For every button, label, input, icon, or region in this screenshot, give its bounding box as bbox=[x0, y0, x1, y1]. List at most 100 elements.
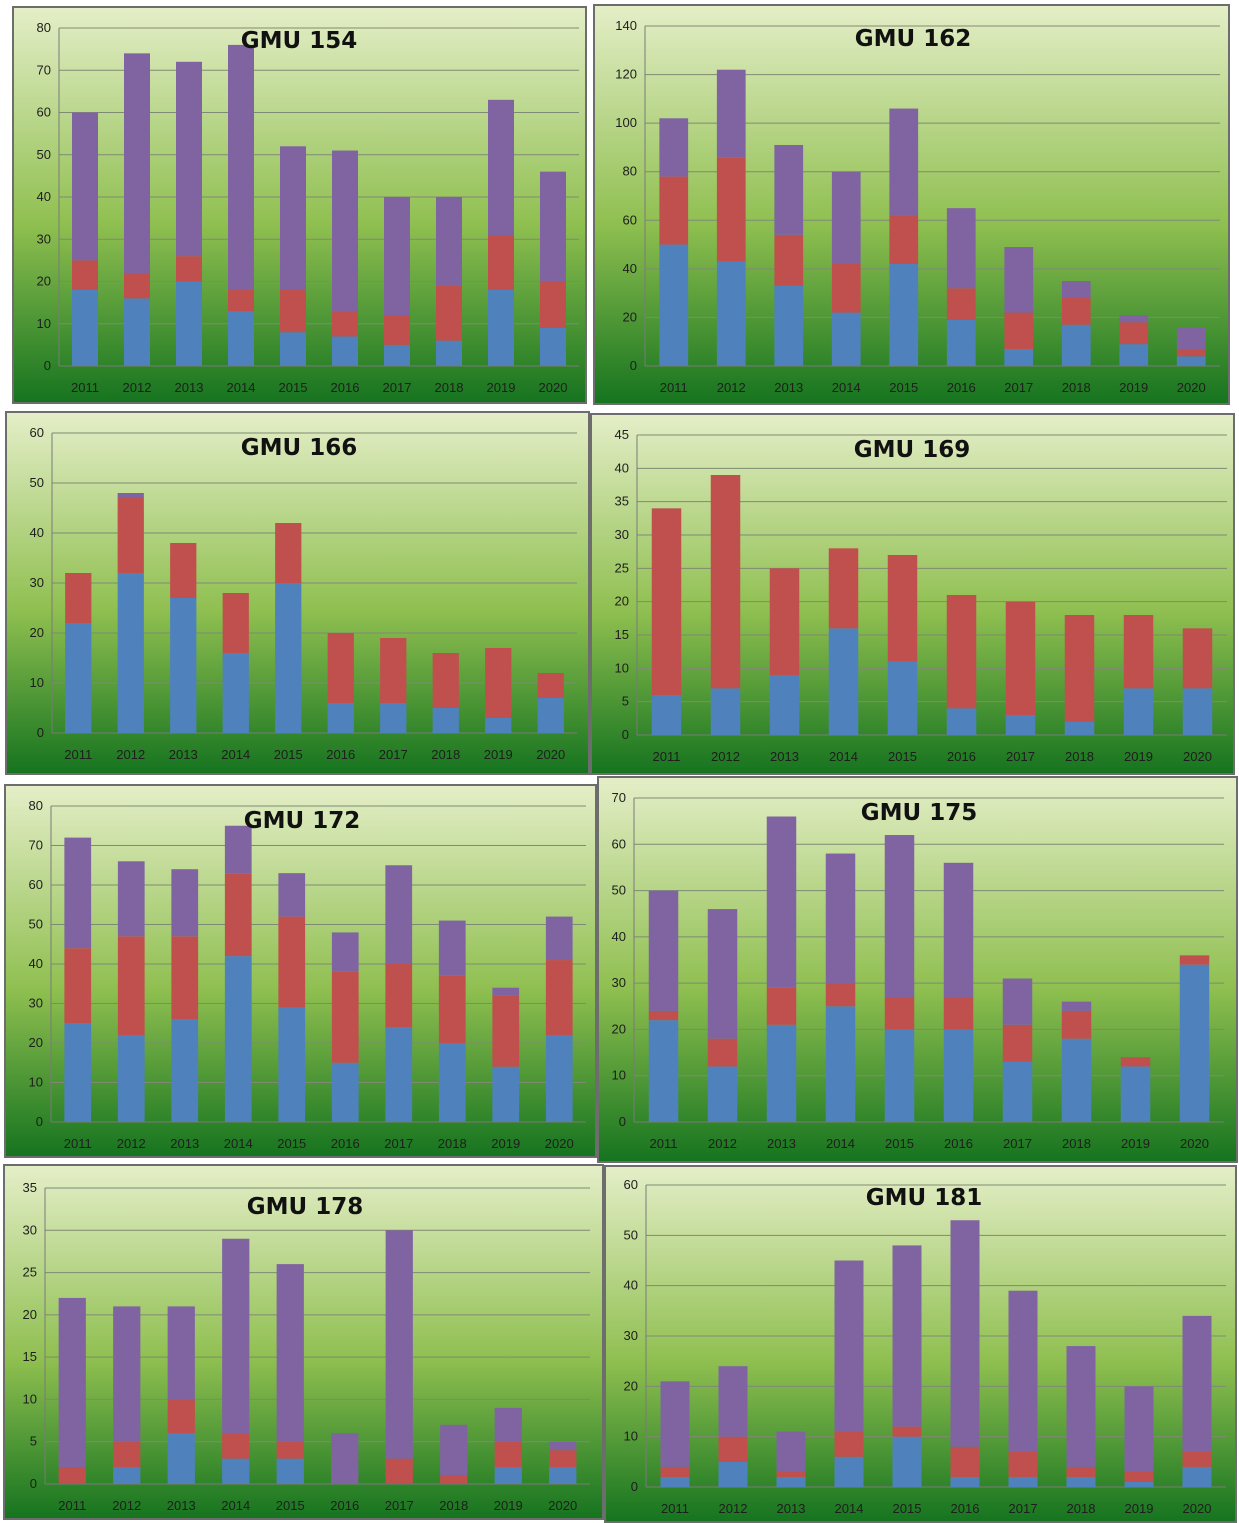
x-tick-label: 2016 bbox=[944, 1136, 973, 1151]
x-tick-label: 2019 bbox=[484, 747, 513, 762]
bar-segment-2013-series-2 bbox=[774, 234, 804, 286]
bar-segment-2018-series-3 bbox=[438, 920, 466, 976]
bar-segment-2011-series-1 bbox=[660, 1476, 690, 1487]
x-tick-label: 2014 bbox=[835, 1501, 864, 1516]
y-tick-label: 70 bbox=[29, 838, 43, 853]
y-tick-label: 50 bbox=[612, 883, 626, 898]
bar-segment-2013-series-1 bbox=[176, 281, 202, 366]
y-tick-label: 20 bbox=[623, 309, 637, 324]
bar-segment-2019-series-3 bbox=[1124, 1386, 1154, 1472]
bar-segment-2016-series-3 bbox=[331, 1433, 359, 1484]
bar-segment-2012-series-3 bbox=[707, 909, 738, 1039]
chart-panel-gmu-178: 0 5 10 15 20 25 30 35 2011 2012 2013 2014 2015 2016 20… bbox=[3, 1164, 604, 1520]
x-tick-label: 2018 bbox=[1065, 749, 1094, 764]
chart-title: GMU 178 bbox=[247, 1194, 363, 1220]
y-tick-label: 20 bbox=[37, 274, 51, 289]
bar-segment-2020-series-2 bbox=[540, 281, 566, 328]
x-tick-label: 2012 bbox=[717, 380, 746, 395]
chart-title: GMU 181 bbox=[866, 1185, 982, 1211]
chart-title: GMU 162 bbox=[855, 26, 971, 52]
y-tick-label: 80 bbox=[29, 798, 43, 813]
y-tick-label: 40 bbox=[623, 261, 637, 276]
bar-segment-2017-series-3 bbox=[385, 865, 413, 964]
bar-segment-2018-series-2 bbox=[1061, 298, 1091, 325]
x-tick-label: 2011 bbox=[661, 1501, 689, 1516]
bar-segment-2017-series-1 bbox=[380, 703, 407, 733]
x-tick-label: 2017 bbox=[1009, 1501, 1038, 1516]
y-tick-label: 20 bbox=[612, 1021, 626, 1036]
y-tick-label: 80 bbox=[623, 164, 637, 179]
x-tick-label: 2014 bbox=[224, 1136, 253, 1151]
x-tick-label: 2014 bbox=[221, 747, 250, 762]
x-tick-label: 2012 bbox=[711, 749, 740, 764]
x-tick-label: 2014 bbox=[227, 380, 256, 395]
x-tick-label: 2019 bbox=[494, 1498, 523, 1513]
bar-segment-2013-series-1 bbox=[769, 675, 800, 735]
y-tick-label: 30 bbox=[615, 527, 629, 542]
bar-segment-2019-series-2 bbox=[1120, 1057, 1151, 1067]
bar-segment-2017-series-1 bbox=[1008, 1476, 1038, 1487]
y-tick-label: 0 bbox=[37, 725, 44, 740]
x-tick-label: 2018 bbox=[435, 380, 464, 395]
bar-segment-2015-series-3 bbox=[278, 873, 306, 917]
x-tick-label: 2016 bbox=[331, 1136, 360, 1151]
bar-segment-2020-series-1 bbox=[1176, 356, 1206, 366]
bar-segment-2015-series-2 bbox=[889, 215, 919, 264]
x-tick-label: 2013 bbox=[777, 1501, 806, 1516]
x-tick-label: 2017 bbox=[1004, 380, 1033, 395]
chart-panel-gmu-162: 0 20 40 60 80 100 120 140 2011 2012 2013 2014 2015 20… bbox=[593, 4, 1230, 405]
bar-segment-2018-series-3 bbox=[1061, 281, 1091, 298]
x-tick-label: 2012 bbox=[112, 1498, 141, 1513]
bar-segment-2016-series-2 bbox=[946, 595, 977, 709]
y-tick-label: 70 bbox=[612, 790, 626, 805]
y-tick-label: 30 bbox=[612, 975, 626, 990]
bar-segment-2013-series-2 bbox=[171, 936, 199, 1020]
chart-svg: 0 10 20 30 40 50 60 2011 2012 2013 2014 2015 2016 201… bbox=[606, 1167, 1235, 1521]
x-tick-label: 2020 bbox=[539, 380, 568, 395]
y-tick-label: 15 bbox=[23, 1349, 37, 1364]
bar-segment-2020-series-3 bbox=[1176, 327, 1206, 349]
bar-segment-2014-series-3 bbox=[224, 825, 252, 874]
bar-segment-2011-series-3 bbox=[72, 112, 98, 261]
bar-segment-2017-series-3 bbox=[1008, 1290, 1038, 1452]
bar-segment-2015-series-3 bbox=[276, 1264, 304, 1442]
bar-segment-2016-series-1 bbox=[327, 703, 354, 733]
bar-segment-2020-series-2 bbox=[545, 960, 573, 1036]
x-tick-label: 2018 bbox=[439, 1498, 468, 1513]
y-tick-label: 10 bbox=[29, 1075, 43, 1090]
x-tick-label: 2013 bbox=[767, 1136, 796, 1151]
x-tick-label: 2015 bbox=[274, 747, 303, 762]
x-tick-label: 2017 bbox=[383, 380, 412, 395]
bar-segment-2017-series-1 bbox=[384, 344, 410, 366]
y-tick-label: 50 bbox=[624, 1227, 638, 1242]
x-tick-label: 2018 bbox=[431, 747, 460, 762]
bar-segment-2011-series-3 bbox=[64, 837, 92, 949]
x-tick-label: 2013 bbox=[167, 1498, 196, 1513]
y-tick-label: 20 bbox=[615, 594, 629, 609]
bar-segment-2015-series-3 bbox=[884, 835, 915, 998]
x-tick-label: 2011 bbox=[64, 1136, 92, 1151]
bar-segment-2019-series-1 bbox=[485, 718, 512, 733]
bar-segment-2015-series-2 bbox=[275, 523, 302, 583]
y-tick-label: 40 bbox=[37, 189, 51, 204]
y-tick-label: 70 bbox=[37, 62, 51, 77]
bar-segment-2020-series-1 bbox=[540, 327, 566, 366]
bar-segment-2014-series-2 bbox=[828, 548, 859, 629]
x-tick-label: 2019 bbox=[1121, 1136, 1150, 1151]
bar-segment-2020-series-1 bbox=[1179, 964, 1210, 1122]
bar-segment-2015-series-2 bbox=[884, 997, 915, 1030]
y-tick-label: 0 bbox=[622, 727, 629, 742]
chart-svg: 0 20 40 60 80 100 120 140 2011 2012 2013 2014 2015 20… bbox=[595, 6, 1228, 403]
bar-segment-2015-series-1 bbox=[278, 1007, 306, 1122]
x-tick-label: 2011 bbox=[650, 1136, 678, 1151]
bar-segment-2013-series-1 bbox=[766, 1024, 797, 1122]
bar-segment-2013-series-3 bbox=[171, 869, 199, 937]
y-tick-label: 10 bbox=[37, 316, 51, 331]
x-tick-label: 2016 bbox=[331, 380, 360, 395]
bar-segment-2011-series-1 bbox=[648, 1020, 679, 1122]
bar-segment-2016-series-1 bbox=[946, 319, 976, 366]
bar-segment-2020-series-1 bbox=[1182, 1466, 1212, 1487]
y-tick-label: 0 bbox=[36, 1114, 43, 1129]
y-tick-label: 50 bbox=[37, 147, 51, 162]
x-tick-label: 2016 bbox=[947, 380, 976, 395]
